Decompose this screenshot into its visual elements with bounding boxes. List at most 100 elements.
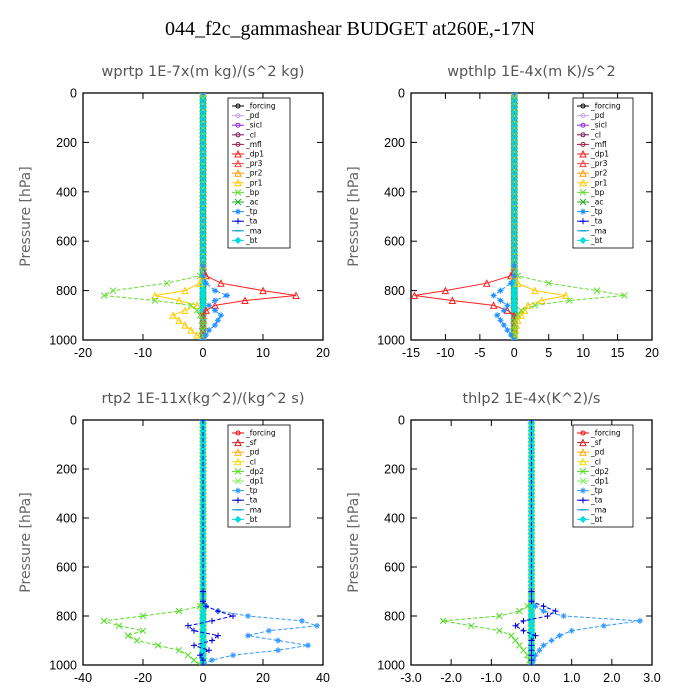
y-tick-label: 400	[56, 185, 77, 199]
series-group	[100, 93, 300, 340]
legend-label: _dp1	[245, 477, 264, 486]
legend-label: _ma	[590, 505, 607, 514]
legend-marker	[580, 218, 586, 225]
data-point	[218, 312, 224, 319]
data-point	[200, 420, 206, 423]
y-axis-label: Pressure [hPa]	[18, 166, 34, 266]
x-tick-label: 20	[256, 671, 270, 685]
data-point	[100, 617, 108, 625]
data-point	[212, 307, 218, 314]
data-point	[190, 656, 198, 664]
series-group	[439, 420, 643, 665]
legend-marker	[579, 468, 587, 475]
data-point	[532, 632, 539, 639]
data-point	[512, 622, 519, 629]
y-tick-label: 200	[56, 463, 77, 477]
data-point	[507, 280, 514, 287]
y-tick-label: 200	[384, 463, 405, 477]
page-title: 044_f2c_gammashear BUDGET at260E,-17N	[164, 18, 536, 40]
legend-label: _ac	[245, 198, 258, 207]
data-point	[196, 311, 204, 319]
legend-marker	[580, 122, 586, 128]
legend-label: _ma	[245, 505, 262, 514]
data-point	[532, 652, 539, 659]
data-point	[411, 291, 419, 300]
data-point	[184, 651, 192, 659]
legend-label: _dp2	[590, 467, 609, 476]
data-point	[187, 302, 195, 309]
data-point	[636, 617, 643, 624]
data-point	[497, 287, 504, 294]
legend-marker	[234, 198, 242, 206]
y-tick-label: 200	[384, 136, 405, 150]
legend-marker	[579, 159, 587, 168]
data-point	[448, 296, 457, 304]
legend-label: _ta	[590, 496, 602, 505]
legend-label: _pr1	[245, 178, 263, 187]
data-point	[520, 627, 527, 634]
data-point	[196, 661, 204, 665]
legend-label: _bt	[590, 515, 603, 524]
data-point	[531, 302, 539, 309]
x-tick-label: 10	[256, 346, 270, 360]
data-point	[548, 637, 555, 644]
legend-label: _bt	[590, 236, 603, 245]
legend-marker	[234, 189, 242, 196]
legend-marker	[580, 141, 586, 147]
data-point	[512, 637, 519, 644]
data-point	[209, 617, 215, 624]
data-point	[163, 279, 171, 287]
y-tick-label: 600	[56, 235, 77, 249]
legend-label: _pr3	[245, 159, 263, 168]
legend-label: _ta	[590, 217, 602, 226]
y-tick-label: 800	[56, 610, 77, 624]
data-point	[544, 613, 551, 619]
x-tick-label: 0	[511, 346, 518, 360]
data-point	[511, 262, 518, 269]
legend-label: _bp	[245, 188, 260, 197]
y-tick-label: 1000	[377, 334, 405, 348]
data-point	[528, 588, 535, 595]
data-point	[212, 322, 218, 329]
legend-marker	[234, 149, 242, 158]
data-point	[212, 297, 218, 304]
y-tick-label: 1000	[49, 334, 77, 348]
data-point	[175, 646, 183, 654]
legend-marker	[234, 457, 242, 466]
data-point	[528, 662, 535, 665]
data-point	[528, 598, 535, 605]
data-point	[193, 330, 201, 339]
data-point	[496, 627, 503, 635]
y-tick-label: 800	[56, 284, 77, 298]
data-point	[507, 332, 514, 339]
legend-marker	[235, 132, 241, 138]
legend-label: _tp	[245, 486, 258, 495]
legend-label: _bt	[245, 515, 258, 524]
data-point	[540, 603, 547, 610]
legend-label: _bp	[590, 188, 605, 197]
legend: _forcing_sf_pd_cl_dp2_dp1_tp_ta_ma_bt	[572, 424, 634, 528]
legend-marker	[234, 169, 242, 177]
legend-label: _pr3	[590, 159, 608, 168]
legend-label: _sf	[590, 438, 602, 447]
data-point	[482, 279, 491, 287]
x-tick-label: -15	[402, 346, 420, 360]
x-tick-label: -40	[74, 671, 92, 685]
series-group	[100, 420, 320, 665]
legend-marker	[580, 113, 586, 119]
data-point	[209, 637, 215, 644]
data-point	[441, 286, 450, 295]
y-tick-label: 0	[398, 87, 405, 101]
legend-label: _pd	[590, 448, 605, 457]
series-line-pr1	[513, 93, 567, 340]
y-tick-label: 1000	[49, 659, 77, 673]
data-point	[556, 632, 563, 639]
data-point	[259, 286, 267, 295]
data-point	[209, 657, 215, 664]
y-tick-label: 0	[398, 414, 405, 428]
data-point	[266, 627, 272, 634]
legend-marker	[235, 497, 241, 504]
data-point	[230, 652, 236, 659]
legend-label: _cl	[245, 130, 256, 139]
